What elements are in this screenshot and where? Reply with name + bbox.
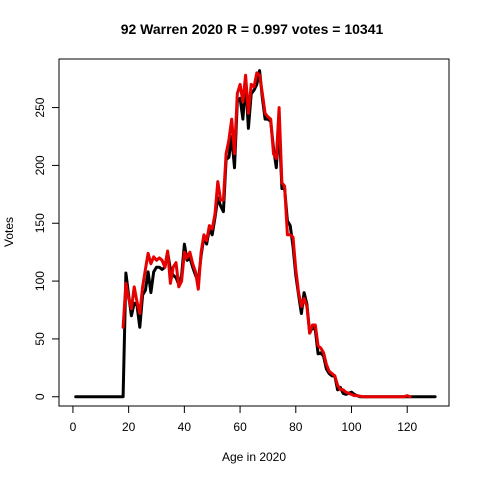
y-tick-label: 250 (33, 97, 47, 117)
x-tick-label: 40 (178, 420, 192, 434)
x-axis: 0 20 40 60 80 100 120 (70, 406, 418, 434)
plot-frame (59, 59, 449, 406)
y-tick-label: 150 (33, 213, 47, 233)
x-tick-label: 80 (289, 420, 303, 434)
y-tick-label: 50 (33, 332, 47, 346)
series-layer (76, 71, 435, 397)
x-tick-label: 20 (122, 420, 136, 434)
y-tick-label: 0 (33, 393, 47, 400)
x-tick-label: 100 (341, 420, 361, 434)
y-axis: 0 50 100 150 200 250 (33, 97, 59, 400)
series-line-2 (123, 73, 410, 397)
x-axis-label: Age in 2020 (222, 450, 286, 464)
y-axis-label: Votes (2, 217, 16, 247)
x-tick-label: 0 (70, 420, 77, 434)
x-tick-label: 120 (397, 420, 417, 434)
series-line-1 (76, 71, 435, 397)
x-tick-label: 60 (233, 420, 247, 434)
chart-title: 92 Warren 2020 R = 0.997 votes = 10341 (121, 21, 384, 37)
y-tick-label: 200 (33, 155, 47, 175)
y-tick-label: 100 (33, 271, 47, 291)
